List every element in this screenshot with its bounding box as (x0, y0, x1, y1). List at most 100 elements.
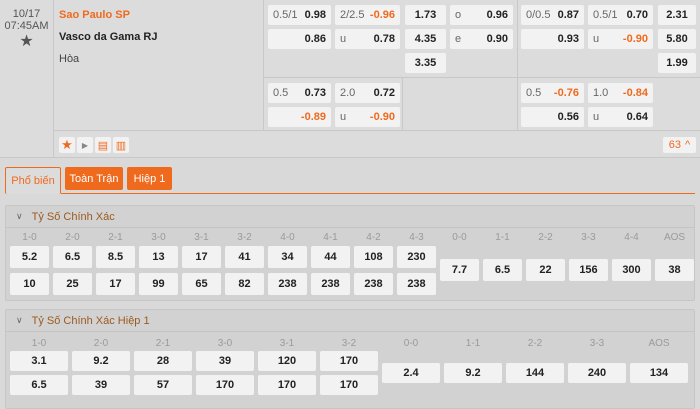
odds-line: u (340, 111, 347, 123)
score-odds-button[interactable]: 144 (506, 363, 564, 383)
odds-cell-handicap-ft[interactable]: 0.86 (268, 29, 331, 49)
score-odds-button[interactable]: 238 (311, 273, 350, 295)
score-odds-button[interactable]: 156 (569, 259, 608, 281)
score-odds-button[interactable]: 170 (320, 351, 378, 371)
score-odds-button[interactable]: 230 (397, 246, 436, 268)
chevron-down-icon: ∨ (16, 315, 23, 325)
score-odds-button[interactable]: 120 (258, 351, 316, 371)
odds-price: 0.98 (304, 9, 326, 21)
score-label: 3-0 (151, 232, 166, 243)
score-odds-button[interactable]: 6.5 (10, 375, 68, 395)
odds-cell-ou-1h[interactable]: u -0.90 (588, 29, 653, 49)
score-odds-button[interactable]: 170 (196, 375, 254, 395)
score-odds-button[interactable]: 170 (320, 375, 378, 395)
odds-cell-x12-1h[interactable]: 2.31 (658, 5, 696, 25)
score-label: 0-0 (403, 338, 419, 349)
score-label: 4-0 (280, 232, 295, 243)
score-odds-button[interactable]: 6.5 (53, 246, 92, 268)
odds-cell-oe-ft[interactable]: e 0.90 (450, 29, 513, 49)
score-odds-button[interactable]: 44 (311, 246, 350, 268)
more-markets-count: 63 (668, 139, 682, 151)
score-odds-button[interactable]: 2.4 (382, 363, 440, 383)
score-odds-button[interactable]: 7.7 (440, 259, 479, 281)
score-odds-button[interactable]: 34 (268, 246, 307, 268)
score-odds-button[interactable]: 10 (10, 273, 49, 295)
score-odds-button[interactable]: 39 (196, 351, 254, 371)
score-odds-button[interactable]: 17 (96, 273, 135, 295)
odds-cell-handicap-ft[interactable]: 0.5/1 0.98 (268, 5, 331, 25)
home-team[interactable]: Sao Paulo SP (59, 9, 130, 21)
odds-cell-oe-ft[interactable]: o 0.96 (450, 5, 513, 25)
score-odds-button[interactable]: 108 (354, 246, 393, 268)
odds-cell-ou-ft-alt[interactable]: u -0.90 (335, 107, 400, 127)
score-odds-button[interactable]: 9.2 (72, 351, 130, 371)
odds-cell-ou-1h-alt[interactable]: 1.0 -0.84 (588, 83, 653, 103)
score-label: 3-3 (589, 338, 605, 349)
score-odds-button[interactable]: 5.2 (10, 246, 49, 268)
favorite-star-icon[interactable]: ★ (59, 137, 75, 153)
score-odds-button[interactable]: 6.5 (483, 259, 522, 281)
tab-popular[interactable]: Phổ biến (5, 167, 61, 194)
section-header[interactable]: ∨ Tỷ Số Chính Xác Hiệp 1 (6, 310, 694, 332)
odds-cell-x12-ft[interactable]: 1.73 (405, 5, 446, 25)
odds-cell-handicap-1h-alt[interactable]: 0.5 -0.76 (521, 83, 584, 103)
stats-chart-icon[interactable]: ▥ (113, 137, 129, 153)
score-odds-button[interactable]: 240 (568, 363, 626, 383)
odds-cell-x12-ft[interactable]: 3.35 (405, 53, 446, 73)
odds-cell-ou-ft[interactable]: 2/2.5 -0.96 (335, 5, 400, 25)
score-odds-button[interactable]: 22 (526, 259, 565, 281)
odds-line: u (340, 33, 347, 45)
score-odds-button[interactable]: 238 (397, 273, 436, 295)
odds-cell-ou-ft-alt[interactable]: 2.0 0.72 (335, 83, 400, 103)
odds-cell-handicap-1h[interactable]: 0/0.5 0.87 (521, 5, 584, 25)
tab-full-match[interactable]: Toàn Trận (65, 167, 123, 190)
score-odds-button[interactable]: 41 (225, 246, 264, 268)
scoreboard-icon[interactable]: ▤ (95, 137, 111, 153)
odds-cell-x12-1h[interactable]: 1.99 (658, 53, 696, 73)
odds-line: 1.0 (593, 87, 609, 99)
section-header[interactable]: ∨ Tỷ Số Chính Xác (6, 206, 694, 228)
odds-price: -0.90 (369, 111, 395, 123)
score-label: 2-1 (108, 232, 123, 243)
odds-price: 1.99 (666, 57, 688, 69)
odds-line: 0.5 (526, 87, 542, 99)
odds-cell-x12-ft[interactable]: 4.35 (405, 29, 446, 49)
score-odds-button[interactable]: 13 (139, 246, 178, 268)
score-label: 1-0 (31, 338, 47, 349)
odds-line: u (593, 111, 600, 123)
odds-cell-x12-1h[interactable]: 5.80 (658, 29, 696, 49)
score-odds-button[interactable]: 57 (134, 375, 192, 395)
odds-cell-ou-1h-alt[interactable]: u 0.64 (588, 107, 653, 127)
score-odds-button[interactable]: 38 (655, 259, 694, 281)
play-icon[interactable]: ▶ (77, 137, 93, 153)
score-odds-button[interactable]: 170 (258, 375, 316, 395)
odds-cell-handicap-ft-alt[interactable]: 0.5 0.73 (268, 83, 331, 103)
score-odds-button[interactable]: 238 (354, 273, 393, 295)
score-odds-button[interactable]: 99 (139, 273, 178, 295)
score-odds-button[interactable]: 65 (182, 273, 221, 295)
score-odds-button[interactable]: 3.1 (10, 351, 68, 371)
odds-cell-handicap-1h[interactable]: 0.93 (521, 29, 584, 49)
score-odds-button[interactable]: 39 (72, 375, 130, 395)
score-odds-button[interactable]: 25 (53, 273, 92, 295)
score-odds-button[interactable]: 9.2 (444, 363, 502, 383)
score-odds-button[interactable]: 82 (225, 273, 264, 295)
odds-price: 2.31 (666, 9, 688, 21)
odds-cell-ou-ft[interactable]: u 0.78 (335, 29, 400, 49)
score-odds-button[interactable]: 17 (182, 246, 221, 268)
score-odds-button[interactable]: 134 (630, 363, 688, 383)
odds-line: 0/0.5 (526, 9, 551, 21)
odds-cell-ou-1h[interactable]: 0.5/1 0.70 (588, 5, 653, 25)
tab-first-half[interactable]: Hiệp 1 (127, 167, 172, 190)
score-odds-button[interactable]: 238 (268, 273, 307, 295)
score-label: 0-0 (452, 232, 467, 243)
more-markets-button[interactable]: 63 ^ (663, 137, 696, 153)
score-odds-button[interactable]: 300 (612, 259, 651, 281)
odds-cell-handicap-1h-alt[interactable]: 0.56 (521, 107, 584, 127)
score-odds-button[interactable]: 28 (134, 351, 192, 371)
odds-cell-handicap-ft-alt[interactable]: -0.89 (268, 107, 331, 127)
score-odds-button[interactable]: 8.5 (96, 246, 135, 268)
score-label: 3-2 (237, 232, 252, 243)
away-team[interactable]: Vasco da Gama RJ (59, 31, 158, 43)
favorite-star-icon[interactable]: ★ (19, 33, 34, 50)
